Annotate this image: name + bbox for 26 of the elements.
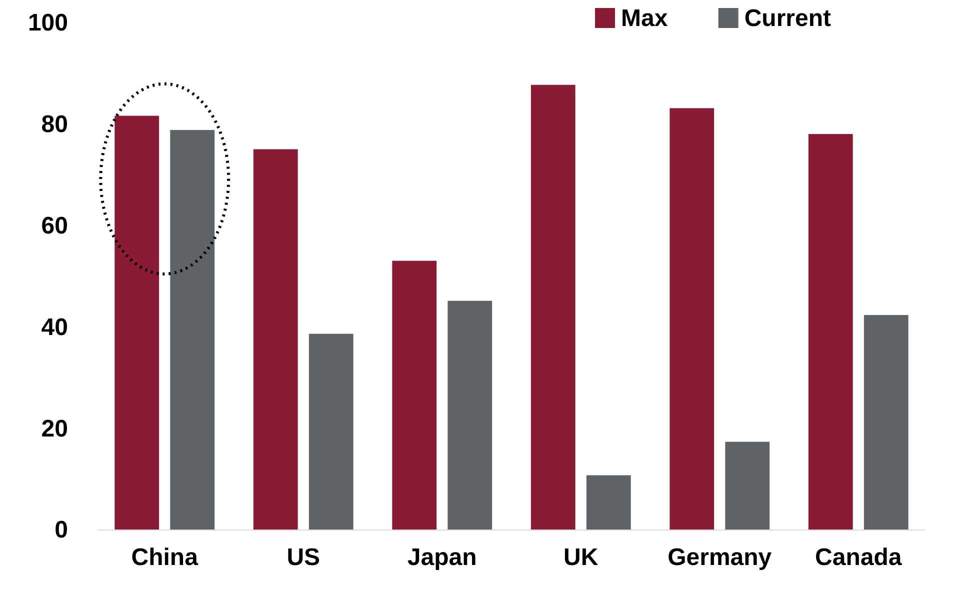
x-tick-label: Japan <box>407 544 477 572</box>
bar <box>170 130 215 530</box>
bar <box>586 475 631 530</box>
y-tick-label: 0 <box>54 516 68 544</box>
bar <box>808 134 853 530</box>
legend-label: Current <box>744 5 832 32</box>
bar <box>114 116 160 530</box>
x-tick-label: UK <box>564 544 599 572</box>
y-tick-label: 40 <box>41 314 68 341</box>
y-tick-label: 80 <box>41 111 68 138</box>
x-tick-label: China <box>131 544 199 572</box>
x-tick-label: Germany <box>668 544 772 572</box>
x-tick-label: US <box>286 544 320 572</box>
bar <box>670 108 714 530</box>
bar <box>864 315 908 530</box>
bar <box>448 300 492 530</box>
x-tick-label: Canada <box>815 544 902 572</box>
bar <box>253 149 298 530</box>
legend-label: Max <box>621 5 668 32</box>
bar <box>530 84 576 530</box>
y-tick-label: 60 <box>41 212 68 240</box>
y-tick-label: 100 <box>28 10 68 37</box>
bar <box>392 260 437 530</box>
bar <box>308 334 354 530</box>
bar <box>725 442 770 530</box>
y-tick-label: 20 <box>41 415 68 442</box>
